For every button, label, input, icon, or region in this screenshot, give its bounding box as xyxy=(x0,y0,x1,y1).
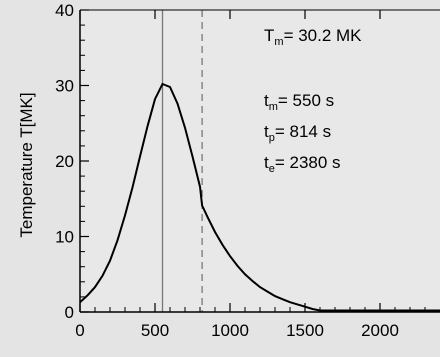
plot-area xyxy=(80,10,440,312)
y-tick-label: 40 xyxy=(55,1,74,20)
annotation-text: Tm= 30.2 MK xyxy=(264,26,362,48)
x-tick-label: 1500 xyxy=(286,321,324,340)
y-axis-label: Temperature T[MK] xyxy=(17,92,36,237)
temperature-curve xyxy=(79,82,440,312)
annotation-text: tp= 814 s xyxy=(264,122,331,144)
x-tick-label: 500 xyxy=(141,321,169,340)
x-tick-label: 1000 xyxy=(211,321,249,340)
y-tick-label: 10 xyxy=(55,228,74,247)
x-tick-label: 0 xyxy=(75,321,84,340)
annotation-text: te= 2380 s xyxy=(264,153,341,175)
y-tick-label: 0 xyxy=(65,303,74,322)
y-tick-label: 20 xyxy=(55,152,74,171)
annotation-text: tm= 550 s xyxy=(264,91,334,113)
x-tick-label: 2000 xyxy=(361,321,399,340)
y-tick-label: 30 xyxy=(55,77,74,96)
